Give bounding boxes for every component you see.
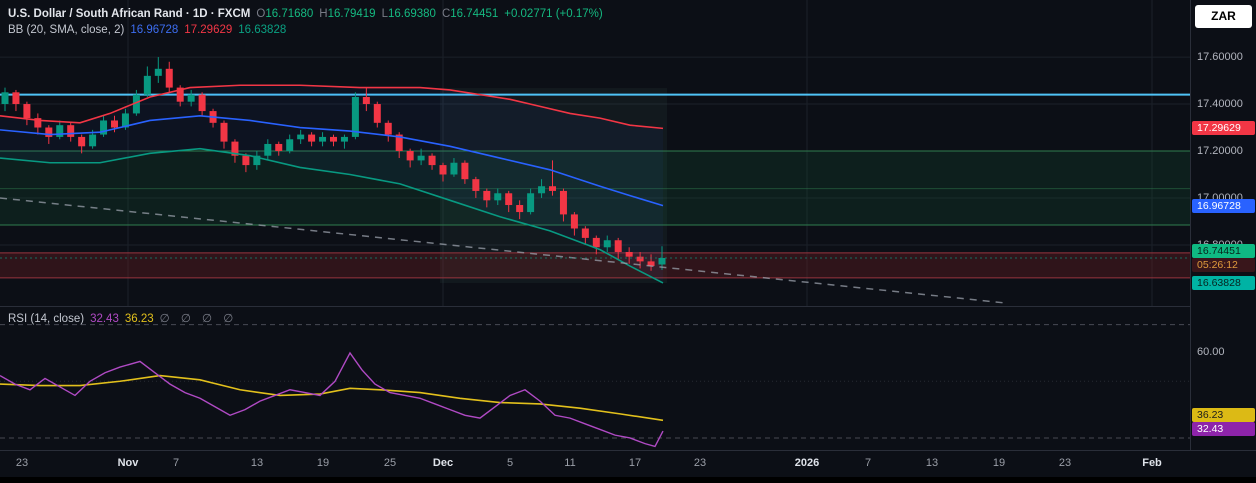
bollinger-basis-band[interactable] [0,114,664,207]
rsi-ma-value: 36.23 [124,313,154,325]
rsi-ma-line[interactable] [0,374,664,422]
time-axis-label: 13 [250,457,264,469]
window-bottom-edge [0,477,1256,483]
rsi-value-label: 32.43 [1192,422,1255,436]
price-axis[interactable]: ZAR 17.6000017.4000017.2000017.0000016.8… [1190,0,1256,450]
bb-upper-value: 17.29629 [184,24,233,36]
time-axis-label: 7 [864,457,872,469]
main-chart-pane[interactable]: U.S. Dollar / South African Rand · 1D · … [0,0,1190,306]
price-axis-tick: 17.60000 [1197,51,1243,64]
symbol-info-row[interactable]: U.S. Dollar / South African Rand · 1D · … [8,6,603,22]
ohlc-open: O 16.71680 [256,6,313,22]
ohlc-low-value: 16.69380 [387,8,436,20]
rsi-ma-value-label: 36.23 [1192,408,1255,422]
time-axis-label: 23 [693,457,707,469]
time-axis[interactable]: 23 Nov 7 13 19 25 Dec 5 11 17 23 2026 7 13 19 23 Feb [0,450,1256,477]
rsi-legend-row[interactable]: RSI (14, close) 32.43 36.23 ∅ ∅ ∅ ∅ [8,311,237,327]
supply-zone-green[interactable] [0,150,1190,226]
time-axis-label: 19 [316,457,330,469]
time-axis-label: 25 [383,457,397,469]
rsi-line[interactable] [0,351,664,448]
candlesticks[interactable] [1,57,666,271]
zar-currency-button[interactable]: ZAR [1195,5,1252,28]
ohlc-high-label: H [319,8,328,20]
time-axis-label: 11 [564,457,576,469]
ohlc-close-value: 16.74451 [450,8,499,20]
bollinger-fill [0,85,663,283]
ohlc-high: H 16.79419 [319,6,375,22]
rsi-indicator-title[interactable]: RSI (14, close) [8,313,85,325]
time-axis-label: 23 [15,457,29,469]
bb-indicator-row[interactable]: BB (20, SMA, close, 2) 16.96728 17.29629… [8,22,603,38]
bar-countdown-label: 05:26:12 [1192,257,1255,272]
time-axis-major-label: Dec [432,457,454,469]
bollinger-lower-band[interactable] [0,147,664,284]
rsi-value: 32.43 [90,313,119,325]
ohlc-open-value: 16.71680 [265,8,314,20]
bollinger-upper-band[interactable] [0,84,664,130]
bb-indicator-title[interactable]: BB (20, SMA, close, 2) [8,24,125,36]
bb-upper-price-label: 17.29629 [1192,121,1255,136]
ohlc-high-value: 16.79419 [327,8,376,20]
time-axis-major-label: 2026 [794,457,820,469]
price-change: +0.02771 (+0.17%) [504,8,603,20]
price-axis-tick: 17.40000 [1197,98,1243,111]
rsi-pane[interactable]: RSI (14, close) 32.43 36.23 ∅ ∅ ∅ ∅ [0,306,1190,450]
last-price-label: 16.74451 [1192,243,1255,258]
demand-zone-red[interactable] [0,252,1190,279]
time-axis-label: 19 [992,457,1006,469]
rsi-axis-tick: 60.00 [1197,345,1225,358]
ohlc-low-label: L [381,8,388,20]
symbol-title[interactable]: U.S. Dollar / South African Rand · 1D · … [8,8,251,20]
time-axis-major-label: Nov [117,457,139,469]
ohlc-close-label: C [441,8,451,20]
ohlc-low: L 16.69380 [382,6,436,22]
ohlc-open-label: O [256,8,266,20]
ohlc-close: C 16.74451 [442,6,498,22]
time-axis-label: 13 [925,457,939,469]
rsi-hidden-values: ∅ ∅ ∅ ∅ [159,313,238,325]
bb-lower-value: 16.63828 [238,24,287,36]
time-axis-label: 5 [506,457,514,469]
symbol-legend: U.S. Dollar / South African Rand · 1D · … [8,6,603,38]
time-axis-major-label: Feb [1142,457,1162,469]
time-axis-label: 17 [628,457,642,469]
bb-basis-price-label: 16.96728 [1192,198,1255,213]
bb-basis-value: 16.96728 [130,24,179,36]
time-axis-label: 23 [1058,457,1072,469]
time-axis-label: 7 [172,457,180,469]
rsi-chart-canvas[interactable] [0,307,1190,450]
price-chart-canvas[interactable] [0,0,1190,306]
price-axis-tick: 17.20000 [1197,145,1243,157]
bb-lower-price-label: 16.63828 [1192,275,1255,290]
